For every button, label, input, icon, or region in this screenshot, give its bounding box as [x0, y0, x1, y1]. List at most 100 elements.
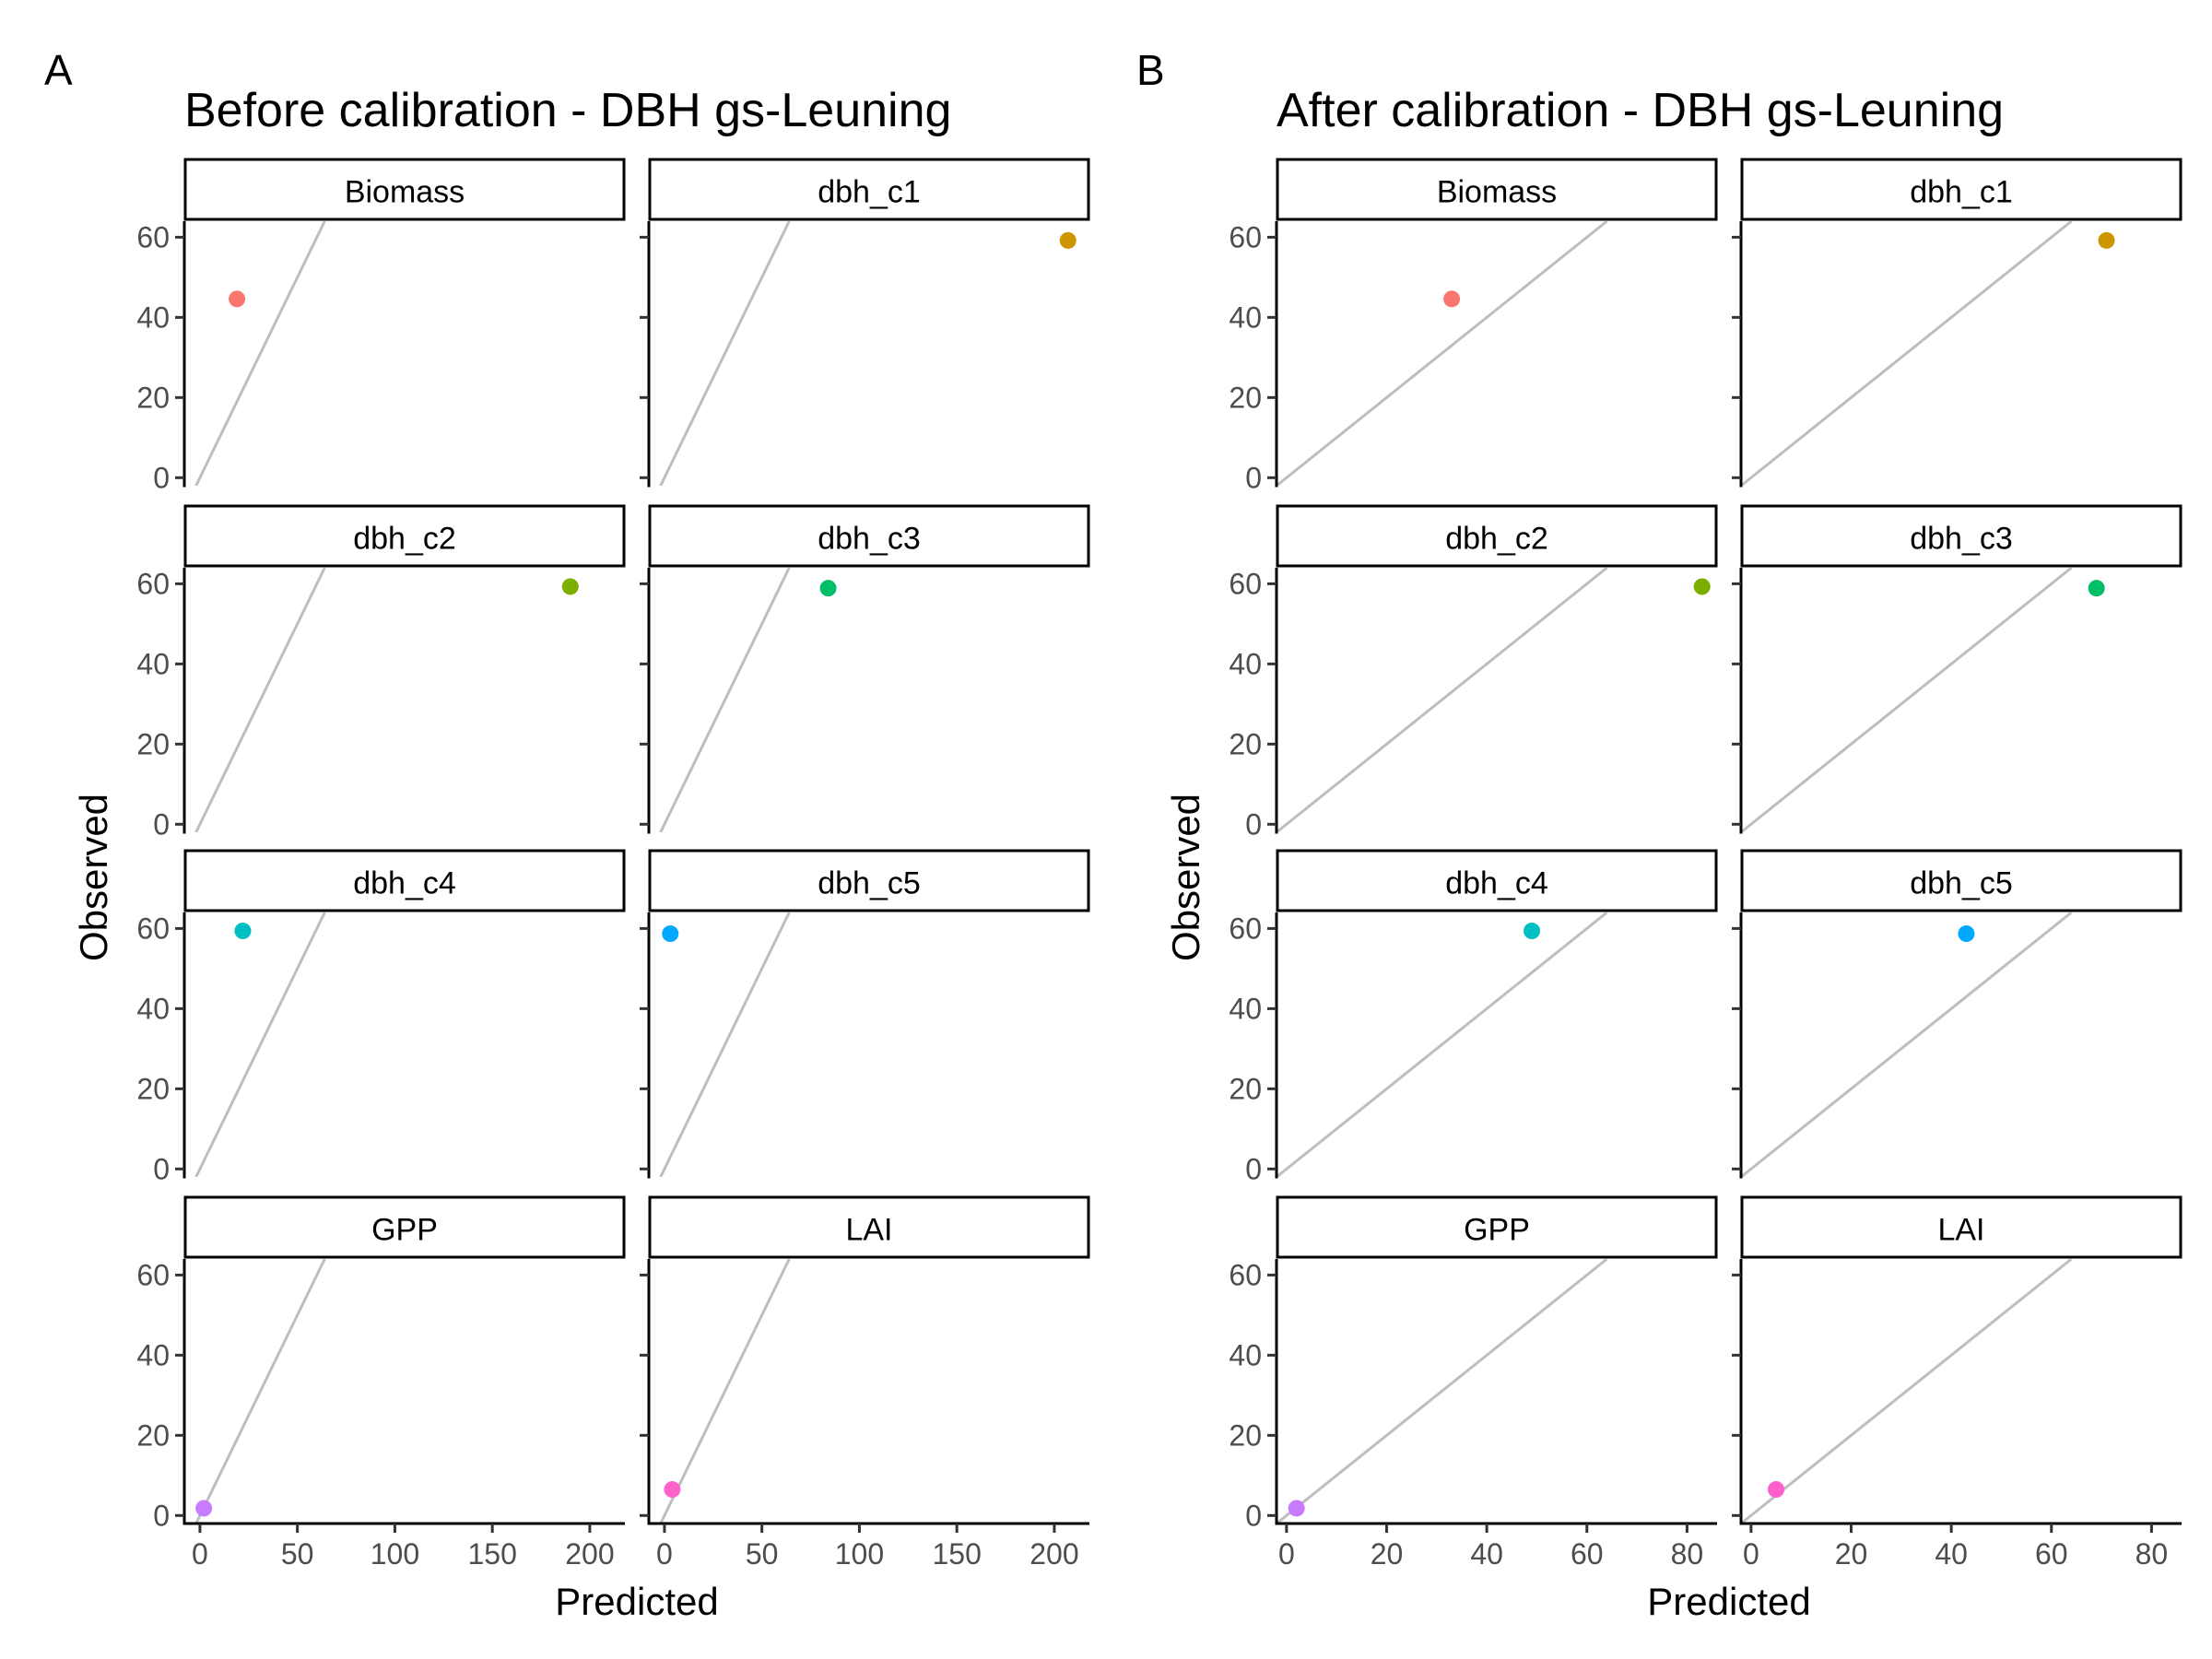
y-tick-label: 0	[153, 461, 170, 494]
y-tick-label: 0	[153, 807, 170, 841]
y-tick-label: 20	[1229, 1072, 1262, 1105]
facet-strip	[183, 849, 626, 912]
x-tick-label: 100	[835, 1537, 884, 1571]
facet-strip-label: GPP	[1464, 1213, 1530, 1248]
y-axis-label: Observed	[1164, 794, 1207, 961]
facet-strip	[1740, 1195, 2183, 1259]
data-point-LAI	[664, 1481, 681, 1499]
data-point-dbh_c4	[234, 923, 252, 940]
y-tick-label: 0	[1245, 807, 1262, 841]
facet-Biomass: Biomass 0 20 40 60	[136, 158, 626, 494]
y-tick-label: 60	[1229, 567, 1262, 600]
y-tick-label: 60	[1229, 220, 1262, 253]
data-point-dbh_c3	[2088, 580, 2105, 597]
y-tick-label: 40	[1229, 647, 1262, 680]
facet-strip	[1740, 158, 2183, 221]
x-tick-label: 50	[281, 1537, 314, 1571]
x-tick-label: 80	[1671, 1537, 1704, 1571]
facet-dbh_c2: dbh_c2 0 20 40 60	[1229, 504, 1718, 841]
y-tick-label: 20	[136, 1418, 170, 1452]
facet-strip	[648, 158, 1090, 221]
identity-line	[194, 912, 326, 1177]
data-point-Biomass	[1443, 290, 1461, 308]
data-point-Biomass	[229, 290, 246, 308]
data-point-dbh_c2	[561, 578, 579, 595]
facet-strip-label: LAI	[845, 1213, 892, 1248]
y-tick-label: 20	[1229, 381, 1262, 414]
x-tick-label: 150	[932, 1537, 981, 1571]
facet-strip	[1276, 158, 1718, 221]
facet-strip-label: dbh_c3	[818, 522, 921, 557]
facet-strip	[1276, 1195, 1718, 1259]
facet-LAI: LAI 0 20 40 60 80	[1732, 1195, 2183, 1571]
facet-dbh_c3: dbh_c3	[640, 504, 1090, 834]
facet-dbh_c2: dbh_c2 0 20 40 60	[136, 504, 626, 841]
y-tick-label: 60	[1229, 912, 1262, 945]
y-tick-label: 0	[153, 1499, 170, 1532]
facet-strip	[183, 1195, 626, 1259]
facet-strip-label: dbh_c3	[1910, 522, 2013, 557]
facet-strip-label: dbh_c1	[818, 175, 921, 210]
identity-line	[659, 568, 791, 832]
facet-strip	[1740, 849, 2183, 912]
y-tick-label: 20	[136, 1072, 170, 1105]
x-tick-label: 150	[467, 1537, 516, 1571]
facet-strip-label: dbh_c5	[818, 866, 921, 901]
x-axis-label: Predicted	[1647, 1580, 1810, 1623]
facet-strip	[1740, 504, 2183, 568]
y-tick-label: 0	[1245, 1152, 1262, 1185]
facet-dbh_c5: dbh_c5	[640, 849, 1090, 1179]
facet-strip-label: dbh_c1	[1910, 175, 2013, 210]
data-point-GPP	[195, 1500, 213, 1517]
identity-line	[1277, 912, 1608, 1177]
chart-title: After calibration - DBH gs-Leuning	[1277, 84, 2004, 137]
y-tick-label: 60	[136, 1258, 170, 1291]
facet-strip-label: dbh_c2	[1445, 522, 1548, 557]
y-tick-label: 40	[1229, 300, 1262, 334]
x-tick-label: 100	[371, 1537, 419, 1571]
facet-strip	[183, 504, 626, 568]
data-point-dbh_c1	[1059, 231, 1077, 249]
y-tick-label: 40	[136, 1338, 170, 1371]
facet-strip	[648, 849, 1090, 912]
facet-strip-label: dbh_c2	[353, 522, 456, 557]
data-point-LAI	[1768, 1481, 1785, 1499]
identity-line	[659, 1259, 791, 1524]
identity-line	[194, 221, 326, 486]
identity-line	[194, 568, 326, 832]
y-tick-label: 60	[1229, 1258, 1262, 1291]
y-tick-label: 40	[136, 647, 170, 680]
panel-tag: B	[1136, 46, 1165, 94]
x-tick-label: 0	[1743, 1537, 1759, 1571]
identity-line	[1277, 568, 1608, 832]
identity-line	[194, 1259, 326, 1524]
facet-strip-label: LAI	[1937, 1213, 1984, 1248]
x-tick-label: 0	[192, 1537, 208, 1571]
x-tick-label: 200	[565, 1537, 614, 1571]
x-tick-label: 20	[1371, 1537, 1404, 1571]
facet-strip	[1276, 504, 1718, 568]
facet-dbh_c3: dbh_c3	[1732, 504, 2183, 834]
panel-tag: A	[44, 46, 73, 94]
identity-line	[1741, 221, 2073, 486]
identity-line	[1277, 1259, 1608, 1524]
identity-line	[1741, 1259, 2073, 1524]
chart-panel-B: B After calibration - DBH gs-Leuning Obser…	[1136, 46, 2183, 1623]
facet-Biomass: Biomass 0 20 40 60	[1229, 158, 1718, 494]
y-tick-label: 40	[1229, 1338, 1262, 1371]
identity-line	[1741, 568, 2073, 832]
identity-line	[1741, 912, 2073, 1177]
facet-dbh_c4: dbh_c4 0 20 40 60	[1229, 849, 1718, 1185]
facet-strip-label: dbh_c4	[1445, 866, 1548, 901]
x-axis-label: Predicted	[555, 1580, 718, 1623]
y-tick-label: 0	[1245, 1499, 1262, 1532]
facet-GPP: GPP 0 20 40 60 0 20 40 60 80	[1229, 1195, 1718, 1571]
x-tick-label: 20	[1835, 1537, 1868, 1571]
facet-strip-label: Biomass	[345, 175, 465, 210]
x-tick-label: 0	[1278, 1537, 1295, 1571]
x-tick-label: 200	[1030, 1537, 1078, 1571]
x-tick-label: 60	[1571, 1537, 1604, 1571]
identity-line	[659, 221, 791, 486]
identity-line	[659, 912, 791, 1177]
